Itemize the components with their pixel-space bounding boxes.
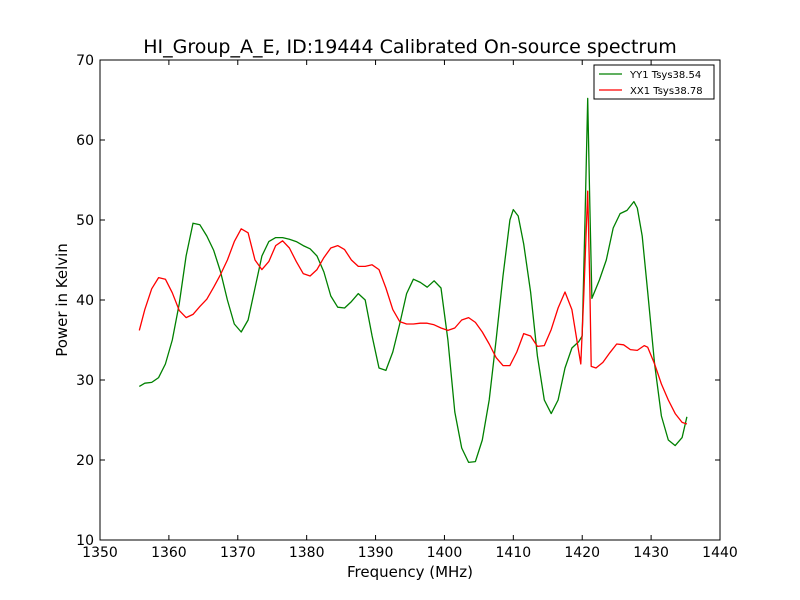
chart-title: HI_Group_A_E, ID:19444 Calibrated On-sou… [143, 36, 677, 58]
x-tick-label: 1410 [496, 545, 532, 561]
x-tick-label: 1400 [427, 545, 463, 561]
y-tick-label: 40 [76, 293, 94, 309]
y-tick-label: 30 [76, 373, 94, 389]
x-tick-label: 1390 [358, 545, 394, 561]
legend: YY1 Tsys38.54 XX1 Tsys38.78 [593, 64, 715, 100]
series-line-xx1 [138, 190, 688, 425]
y-tick-label: 50 [76, 213, 94, 229]
legend-label-yy1: YY1 Tsys38.54 [629, 70, 701, 81]
y-tick-label: 60 [76, 133, 94, 149]
series-layer [138, 97, 688, 464]
x-tick-label: 1370 [220, 545, 256, 561]
y-tick-label: 70 [76, 53, 94, 69]
y-tick-label: 20 [76, 453, 94, 469]
x-tick-label: 1380 [289, 545, 325, 561]
x-tick-label: 1360 [151, 545, 187, 561]
y-tick-label: 10 [76, 533, 94, 549]
legend-label-xx1: XX1 Tsys38.78 [630, 86, 703, 97]
y-axis-label: Power in Kelvin [53, 243, 71, 357]
series-line-yy1 [138, 97, 688, 464]
x-tick-label: 1430 [633, 545, 669, 561]
legend-box [593, 64, 715, 100]
x-tick-label: 1440 [702, 545, 738, 561]
x-tick-label: 1420 [564, 545, 600, 561]
x-tick-label: 1350 [82, 545, 118, 561]
axis-ticks: 1350 1360 1370 1380 1390 1400 1410 1420 1430 1440… [76, 53, 738, 561]
x-axis-label: Frequency (MHz) [347, 563, 473, 581]
